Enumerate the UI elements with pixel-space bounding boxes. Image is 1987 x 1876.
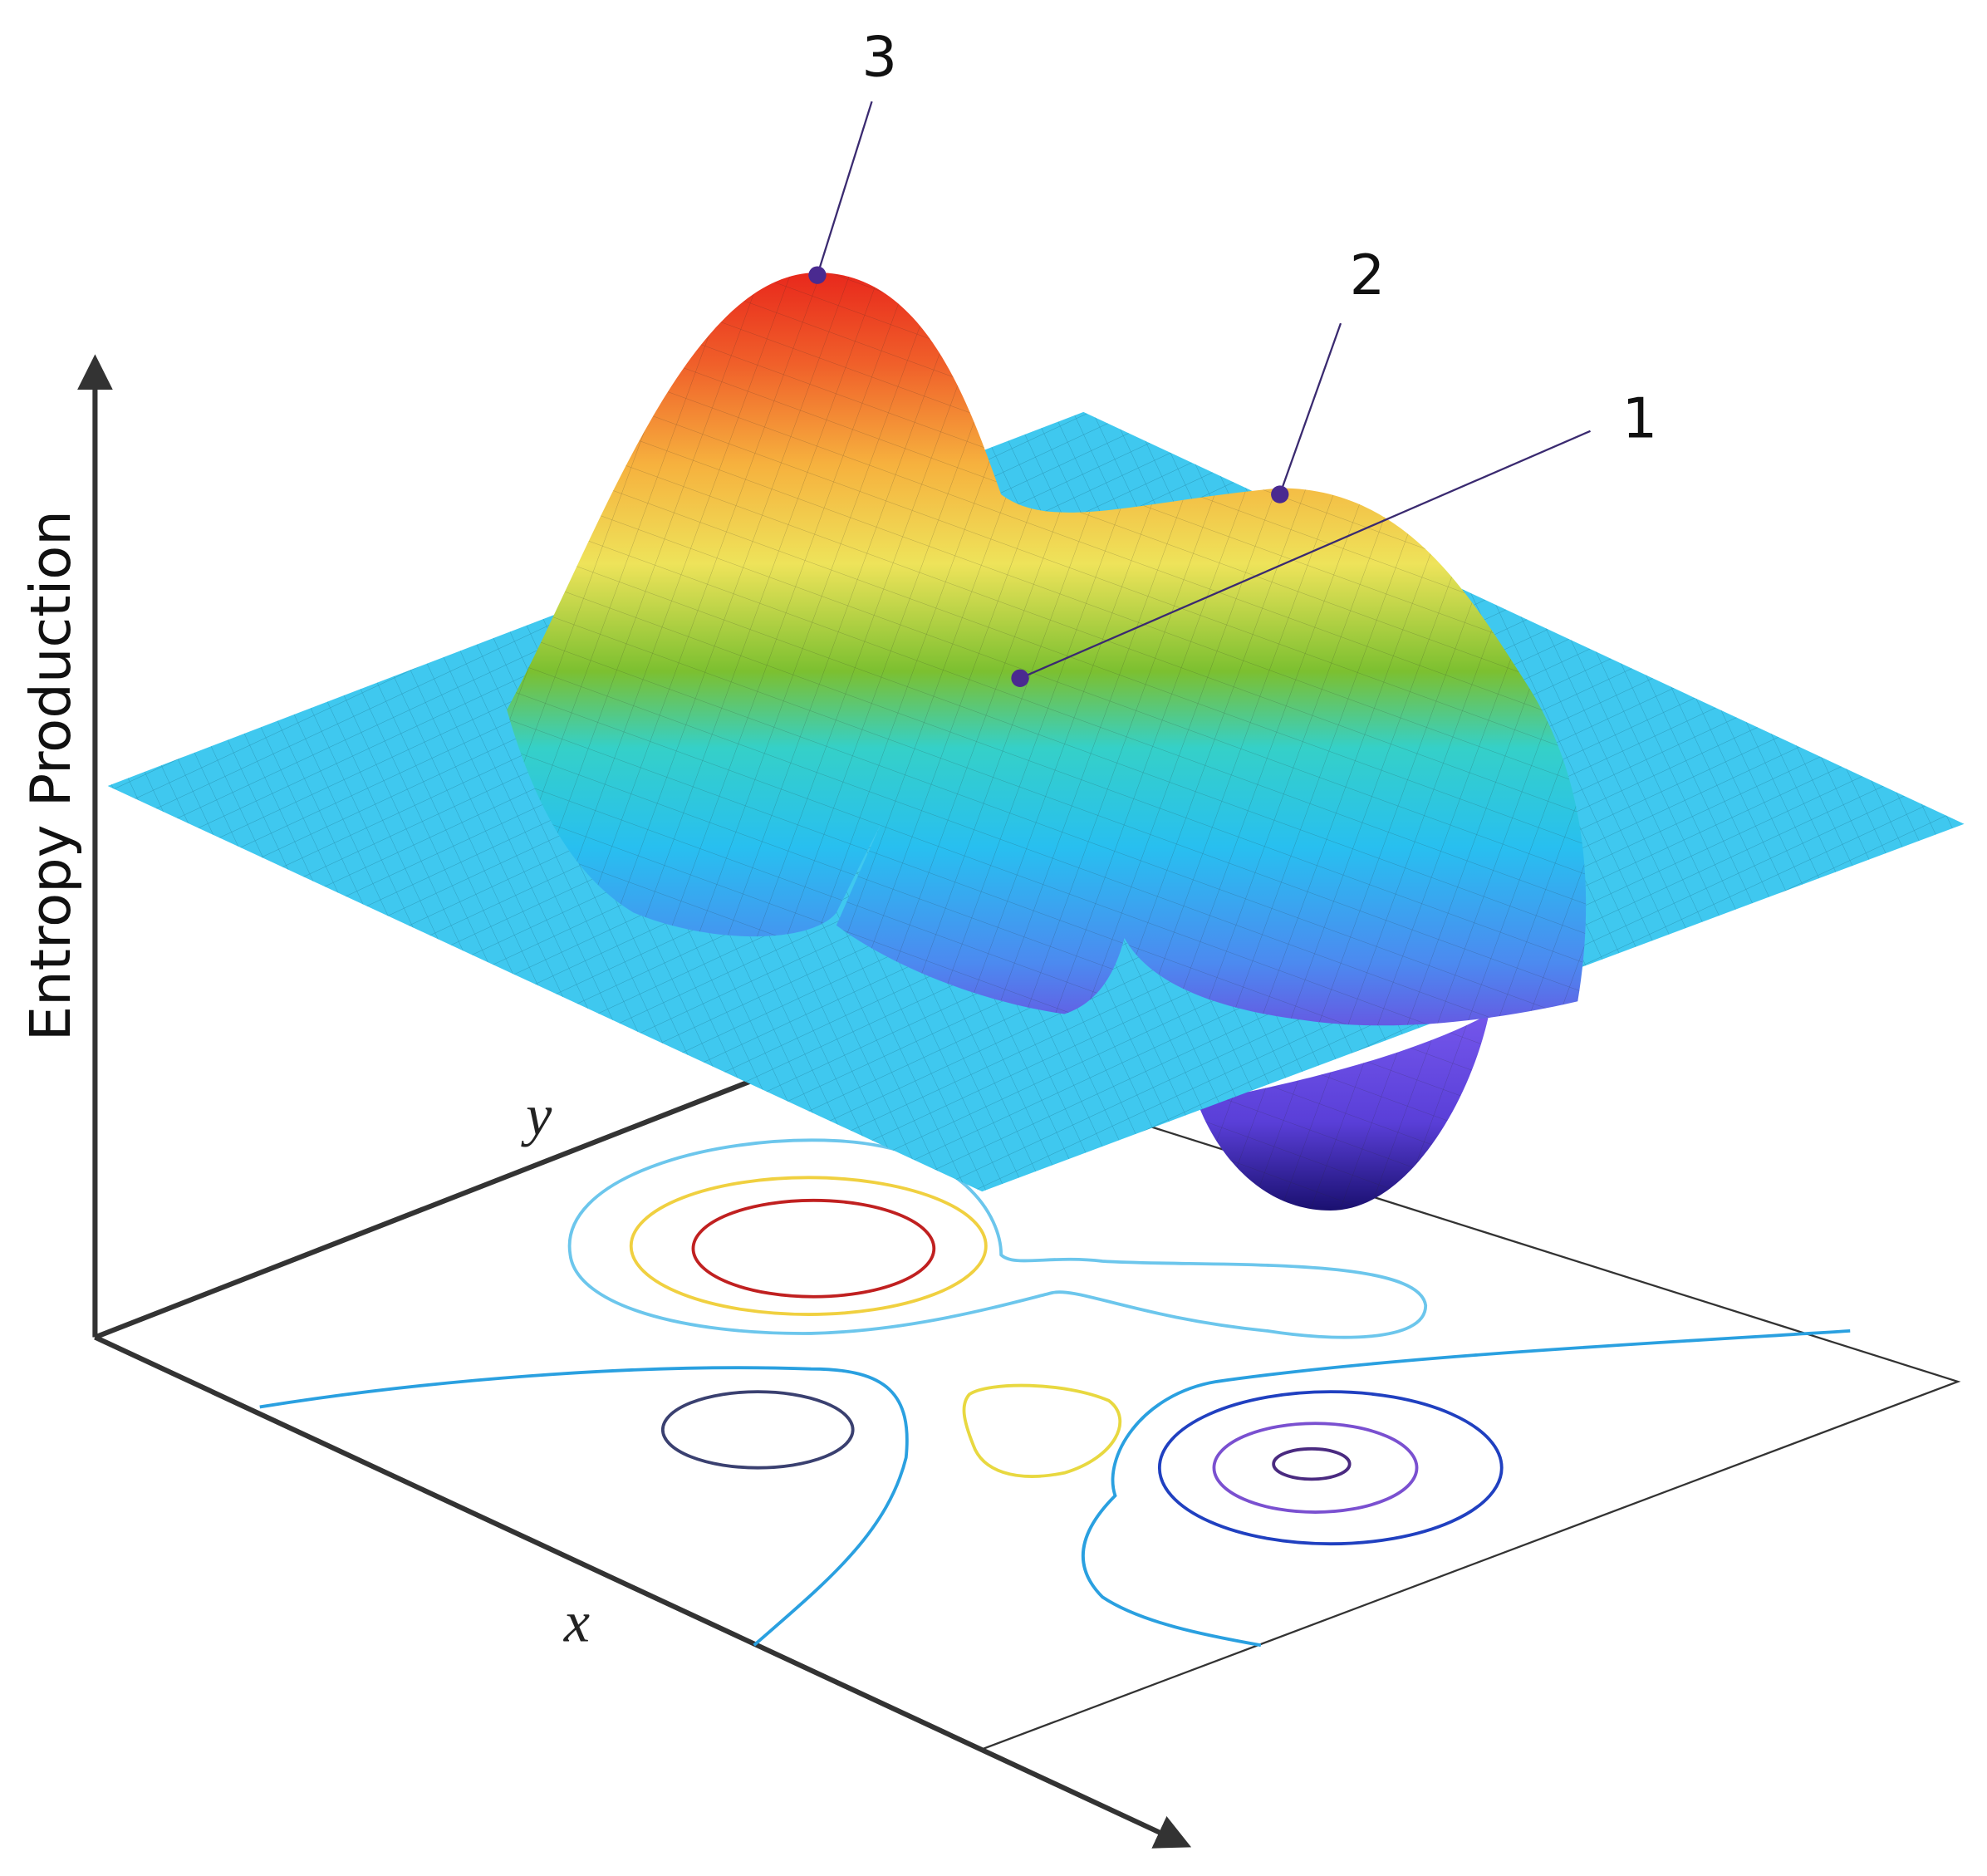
floor-outline bbox=[94, 1114, 1961, 1751]
leaders bbox=[816, 101, 1591, 680]
contour bbox=[691, 1198, 936, 1299]
contour bbox=[1272, 1446, 1352, 1481]
contour bbox=[660, 1390, 855, 1470]
leader-line bbox=[1278, 322, 1342, 495]
peak-label: 2 bbox=[1350, 243, 1386, 307]
surface-mesh bbox=[1197, 1014, 1489, 1211]
x-axis bbox=[94, 1334, 1192, 1849]
contour bbox=[1212, 1422, 1419, 1514]
x-axis-label: x bbox=[563, 1590, 590, 1655]
peak-marker bbox=[808, 266, 827, 284]
y-axis bbox=[94, 1074, 762, 1340]
surface-mesh bbox=[836, 671, 1135, 1014]
contour bbox=[567, 1138, 1428, 1339]
peak-label: 1 bbox=[1622, 386, 1658, 450]
contour bbox=[629, 1176, 988, 1316]
surface-mesh bbox=[507, 273, 1587, 1026]
vertical-axis-label: Entropy Production bbox=[18, 510, 83, 1041]
leader-line bbox=[816, 101, 873, 276]
contour bbox=[1081, 1329, 1851, 1648]
y-axis-label: y bbox=[521, 1083, 552, 1147]
peak-label: 3 bbox=[861, 25, 897, 90]
contour bbox=[962, 1383, 1122, 1478]
contour bbox=[259, 1366, 909, 1647]
peak-marker bbox=[1011, 669, 1029, 687]
peak-marker bbox=[1271, 485, 1289, 503]
contours bbox=[259, 1138, 1851, 1648]
leader-line bbox=[1019, 430, 1591, 680]
contour bbox=[1157, 1390, 1504, 1546]
